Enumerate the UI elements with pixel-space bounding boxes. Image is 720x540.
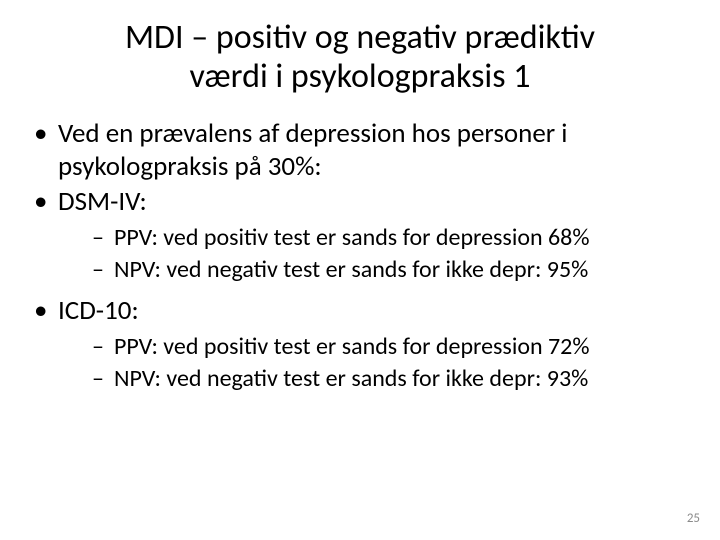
title-line-1: MDI – positiv og negativ prædiktiv [125, 17, 595, 58]
bullet-dsm: DSM-IV: PPV: ved positiv test er sands f… [28, 186, 692, 285]
dsm-ppv: PPV: ved positiv test er sands for depre… [58, 223, 692, 253]
dsm-sublist: PPV: ved positiv test er sands for depre… [58, 223, 692, 285]
dsm-npv: NPV: ved negativ test er sands for ikke … [58, 255, 692, 285]
bullet-list: Ved en prævalens af depression hos perso… [28, 118, 692, 394]
icd-ppv: PPV: ved positiv test er sands for depre… [58, 332, 692, 362]
bullet-dsm-label: DSM-IV: [58, 185, 147, 218]
slide-title: MDI – positiv og negativ prædiktiv værdi… [28, 18, 692, 96]
bullet-icd-label: ICD-10: [58, 294, 139, 327]
bullet-prevalence: Ved en prævalens af depression hos perso… [28, 118, 692, 184]
slide: MDI – positiv og negativ prædiktiv værdi… [0, 0, 720, 540]
icd-sublist: PPV: ved positiv test er sands for depre… [58, 332, 692, 394]
bullet-icd: ICD-10: PPV: ved positiv test er sands f… [28, 295, 692, 394]
title-line-2: værdi i psykologpraksis 1 [190, 56, 531, 97]
page-number: 25 [687, 511, 700, 526]
icd-npv: NPV: ved negativ test er sands for ikke … [58, 364, 692, 394]
